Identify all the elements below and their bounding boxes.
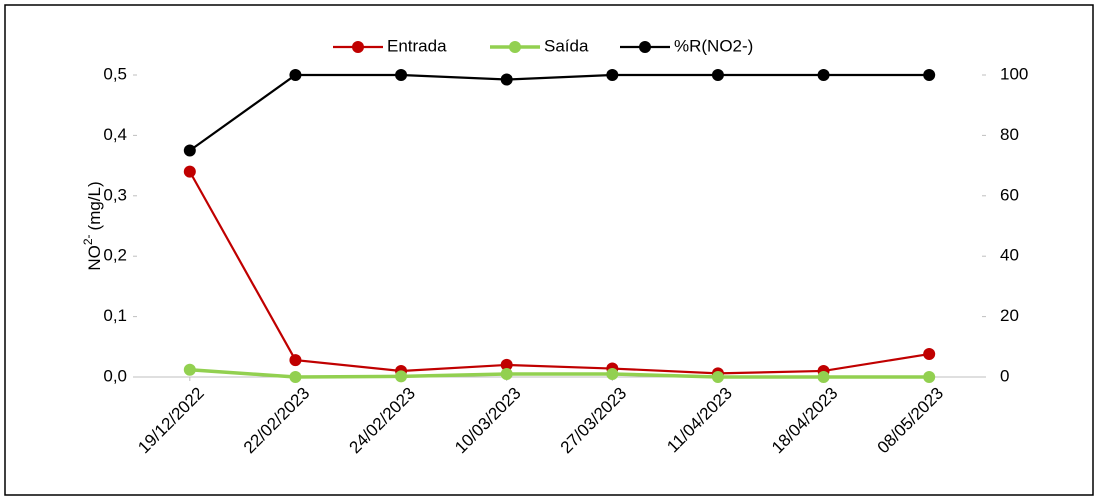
y2-tick-label: 80 [1000, 125, 1019, 144]
legend-label: Saída [544, 36, 589, 55]
series-line [189, 368, 930, 379]
y2-tick-label: 40 [1000, 246, 1019, 265]
y-label-sup: 2- [81, 234, 95, 245]
y-axis-label: NO2- (mg/L) [81, 181, 104, 270]
legend-marker [352, 41, 364, 53]
y-label-text: NO [85, 245, 104, 271]
y2-tick-label: 0 [1000, 366, 1009, 385]
series-marker [923, 348, 936, 361]
series-marker [817, 69, 830, 81]
series-marker [289, 371, 302, 383]
y-tick-label: 0,4 [103, 125, 127, 144]
y-label-unit: (mg/L) [85, 181, 104, 230]
legend-marker [639, 41, 651, 53]
series-marker [500, 367, 513, 380]
series-marker [923, 69, 936, 81]
chart-border [4, 4, 1094, 496]
series-line [189, 73, 930, 152]
y2-tick-label: 60 [1000, 185, 1019, 204]
series-marker [606, 367, 619, 380]
y-tick-label: 0,2 [103, 246, 127, 265]
series-marker [500, 73, 513, 86]
series-marker [606, 69, 619, 81]
series-marker [923, 371, 936, 383]
series-line [188, 171, 930, 375]
series-marker [711, 371, 724, 383]
series-marker [711, 69, 724, 81]
y-tick-label: 0,0 [103, 366, 127, 385]
series-marker [289, 354, 302, 367]
series-marker [183, 363, 196, 376]
legend-label: %R(NO2-) [674, 36, 753, 55]
y2-tick-label: 20 [1000, 306, 1019, 325]
y-tick-label: 0,3 [103, 185, 127, 204]
legend-marker [509, 41, 521, 53]
series-marker [500, 358, 513, 371]
y-tick-label: 0,5 [103, 64, 127, 83]
y2-tick-label: 100 [1000, 64, 1028, 83]
y-tick-label: 0,1 [103, 306, 127, 325]
series-marker [395, 69, 408, 81]
series-marker [183, 165, 196, 178]
series-marker [183, 144, 196, 157]
series-marker [817, 371, 830, 383]
legend-label: Entrada [387, 36, 447, 55]
series-marker [395, 370, 408, 383]
series-marker [289, 69, 302, 81]
